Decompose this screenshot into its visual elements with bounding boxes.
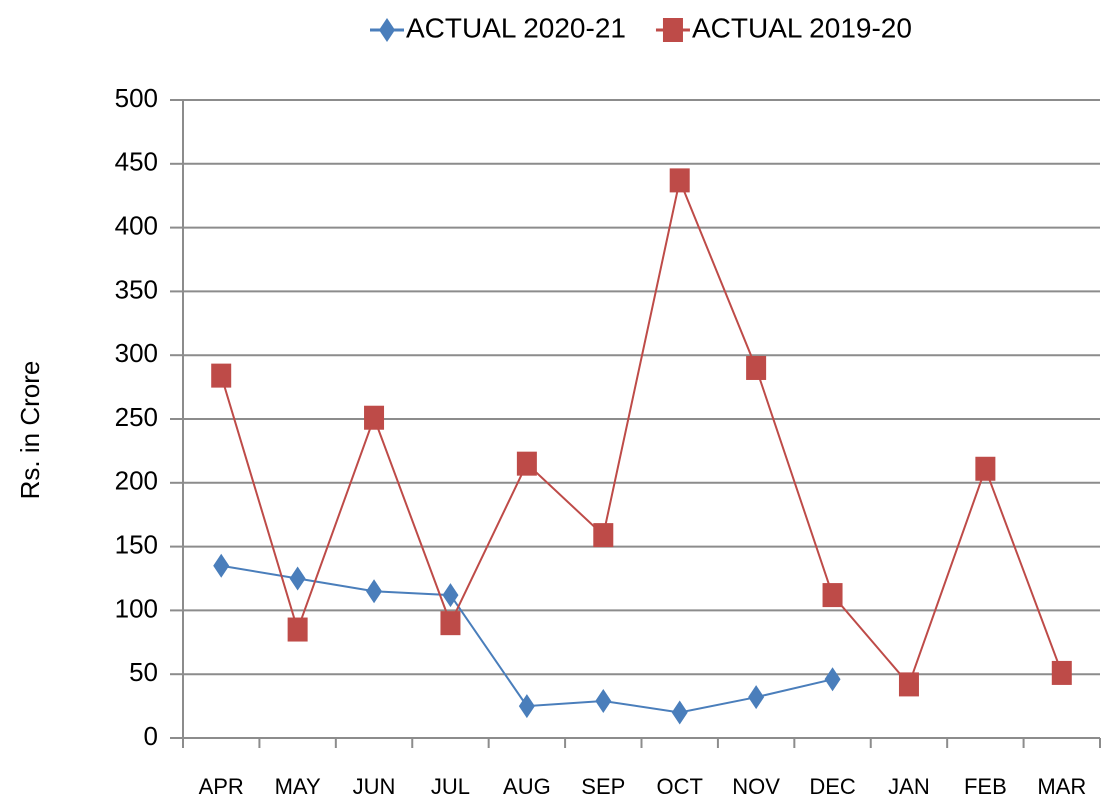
data-point [595, 688, 612, 713]
data-point [746, 355, 767, 380]
y-tick-label: 500 [115, 83, 158, 113]
data-point [366, 579, 383, 604]
x-tick-label: JUN [353, 774, 396, 799]
y-tick-label: 200 [115, 466, 158, 496]
data-point [748, 685, 765, 710]
x-tick-label: OCT [656, 774, 702, 799]
x-tick-label: NOV [732, 774, 780, 799]
data-point [824, 667, 841, 692]
data-point [364, 405, 385, 430]
data-point [211, 363, 232, 388]
x-tick-label: APR [199, 774, 244, 799]
data-point [1051, 660, 1072, 685]
y-tick-label: 0 [144, 721, 158, 751]
data-point [287, 617, 308, 642]
data-point [516, 451, 537, 476]
data-point [593, 523, 614, 548]
data-point [671, 700, 688, 725]
x-tick-label: AUG [503, 774, 551, 799]
legend-label: ACTUAL 2020-21 [406, 12, 626, 43]
data-point [440, 611, 461, 636]
x-tick-label: JUL [431, 774, 470, 799]
data-point [213, 553, 230, 578]
x-tick-label: DEC [809, 774, 856, 799]
y-axis-label: Rs. in Crore [15, 361, 45, 500]
y-tick-label: 50 [129, 657, 158, 687]
data-point [898, 672, 919, 697]
data-point [289, 566, 306, 591]
legend-marker [379, 18, 395, 42]
y-tick-label: 350 [115, 274, 158, 304]
legend-label: ACTUAL 2019-20 [692, 12, 912, 43]
y-tick-label: 400 [115, 210, 158, 240]
y-tick-label: 100 [115, 593, 158, 623]
data-point [822, 583, 843, 608]
data-point [518, 694, 535, 719]
x-tick-label: JAN [888, 774, 930, 799]
legend-marker [662, 18, 683, 42]
series-line [220, 177, 1063, 687]
data-point [669, 168, 690, 193]
x-tick-label: MAY [275, 774, 321, 799]
x-tick-label: SEP [581, 774, 625, 799]
x-tick-label: FEB [964, 774, 1007, 799]
x-tick-label: MAR [1037, 774, 1086, 799]
y-tick-label: 250 [115, 402, 158, 432]
y-tick-label: 450 [115, 147, 158, 177]
data-point [442, 583, 459, 608]
data-point [975, 456, 996, 481]
y-tick-label: 150 [115, 529, 158, 559]
y-tick-label: 300 [115, 338, 158, 368]
